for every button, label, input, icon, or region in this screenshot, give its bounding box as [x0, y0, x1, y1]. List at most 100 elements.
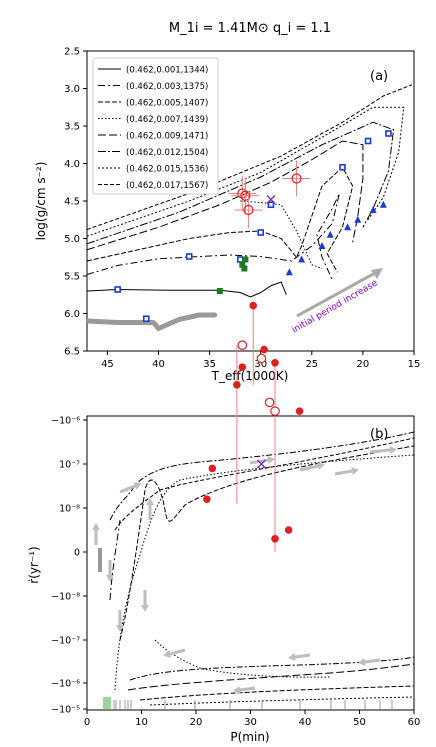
y-tick-label: 10⁻⁸: [59, 504, 80, 515]
observed-open-circle: [291, 173, 302, 184]
figure-title: M_1i = 1.41M⊙ q_i = 1.1: [169, 21, 331, 36]
initial-model-square: [114, 286, 121, 293]
x-tick-label: 40: [152, 359, 165, 370]
evolution-track-10: [154, 639, 331, 678]
initial-model-square: [142, 315, 150, 323]
x-tick-label: 30: [244, 717, 257, 728]
y-tick-label: 5.5: [64, 272, 80, 283]
observed-open-circle: [240, 190, 251, 201]
model-triangle: [326, 230, 334, 238]
y-tick-label: −10⁻⁷: [51, 636, 80, 647]
x-tick-label: 20: [357, 359, 370, 370]
evolution-track-9: [109, 519, 121, 601]
evolution-track-5: [127, 663, 414, 691]
panel-a: 45 40 35 30 25 20 15 2.5 3.0 3.5 4.0 4.5 5.0 5.5 6.0 6.…: [34, 47, 420, 384]
direction-arrow-head: [358, 658, 366, 666]
series-line-4: [240, 200, 323, 269]
x-tick-label: 15: [408, 359, 421, 370]
y-tick-label: 5.0: [64, 234, 80, 245]
direction-arrow-head: [351, 467, 359, 475]
legend-entry: (0.462,0.012,1504): [126, 148, 208, 158]
x-tick-label: 20: [190, 717, 203, 728]
y-tick-label: 3.0: [64, 84, 80, 95]
observed-filled-circle: [233, 381, 241, 389]
direction-arrow-head: [141, 605, 149, 612]
x-tick-label: 0: [84, 717, 90, 728]
panel-a-ylabel: log(g/cm s⁻²): [34, 162, 48, 241]
direction-arrow-head: [163, 650, 172, 658]
observed-cross: [266, 195, 276, 204]
direction-arrow-head: [106, 575, 114, 582]
direction-arrow-head: [92, 523, 100, 530]
direction-arrow-shaft: [369, 448, 391, 454]
series-line-2: [87, 193, 340, 280]
observed-green-square: [216, 288, 223, 294]
observed-green-square: [242, 256, 249, 263]
y-tick-label: −10⁻⁶: [51, 679, 80, 690]
direction-arrow-head: [133, 482, 142, 490]
legend-entry: (0.462,0.001,1344): [126, 66, 208, 76]
y-tick-label: 6.5: [64, 347, 80, 358]
observed-green-square: [239, 261, 246, 268]
y-tick-label: 2.5: [64, 47, 80, 58]
legend-box: [92, 57, 219, 195]
observed-open-circle: [264, 397, 275, 408]
model-triangle: [298, 255, 306, 263]
model-triangle: [318, 242, 326, 249]
panel-b-plot-area: [92, 431, 414, 709]
observed-filled-circle: [295, 407, 304, 416]
observed-filled-circle: [260, 345, 268, 354]
x-tick-label: 35: [203, 359, 216, 370]
evolution-track-8: [114, 454, 414, 691]
series-line-6: [87, 121, 395, 245]
legend-entry: (0.462,0.003,1375): [126, 82, 208, 92]
title-text: M_1i = 1.41M⊙ q_i = 1.1: [169, 21, 331, 36]
period-increase-label: initial period increase: [291, 278, 380, 335]
direction-arrow-shaft: [119, 484, 136, 494]
observed-filled-circle: [284, 526, 293, 534]
panel-b-ticks: 0 10 20 30 40 50 60 −10⁻⁶ 10⁻⁷ 10⁻⁸ 0 −10⁻⁸ −10⁻⁷ −10…: [51, 416, 420, 729]
direction-arrow-shaft: [294, 653, 311, 659]
evolution-track-2: [114, 437, 414, 531]
model-triangle: [379, 200, 387, 208]
y-tick-label: −10⁻⁶: [51, 416, 80, 427]
x-tick-label: 50: [353, 717, 366, 728]
observed-cross: [256, 459, 266, 469]
wd-cooling-track: [87, 312, 218, 331]
legend-entry: (0.462,0.007,1439): [126, 115, 208, 125]
initial-model-square: [257, 229, 265, 236]
model-triangle: [369, 206, 377, 213]
x-tick-label: 45: [101, 359, 114, 370]
model-triangle: [285, 268, 293, 276]
observed-filled-circle: [208, 464, 217, 473]
observed-filled-circle: [271, 359, 279, 367]
series-line-5: [87, 140, 364, 251]
evolution-track-6: [139, 685, 414, 701]
direction-arrow-head: [267, 456, 275, 464]
initial-model-square: [236, 256, 244, 263]
x-tick-label: 60: [408, 717, 421, 728]
direction-arrow-head: [146, 498, 154, 505]
observed-filled-circle: [271, 535, 279, 543]
panel-b-markers: [203, 301, 304, 552]
x-tick-label: 40: [299, 717, 312, 728]
x-tick-label: 10: [135, 717, 148, 728]
initial-model-square: [267, 201, 275, 209]
legend-entry: (0.462,0.005,1407): [126, 99, 208, 109]
model-triangle: [344, 223, 352, 231]
observed-open-circle: [270, 406, 280, 416]
observed-open-circle: [243, 204, 254, 216]
direction-arrow-shaft: [299, 464, 319, 472]
direction-arrow-head: [317, 462, 325, 470]
x-tick-label: 30: [254, 359, 267, 370]
initial-model-square: [385, 130, 392, 137]
legend-entry: (0.462,0.009,1471): [126, 132, 208, 142]
evolution-track-4: [129, 656, 414, 681]
direction-arrow-shaft: [364, 658, 381, 664]
y-tick-label: 4.5: [64, 197, 80, 208]
panel-a-markers: [114, 130, 392, 323]
initial-model-square: [339, 163, 346, 171]
direction-arrow-head: [389, 446, 397, 454]
y-tick-label: 10⁻⁷: [59, 460, 80, 471]
